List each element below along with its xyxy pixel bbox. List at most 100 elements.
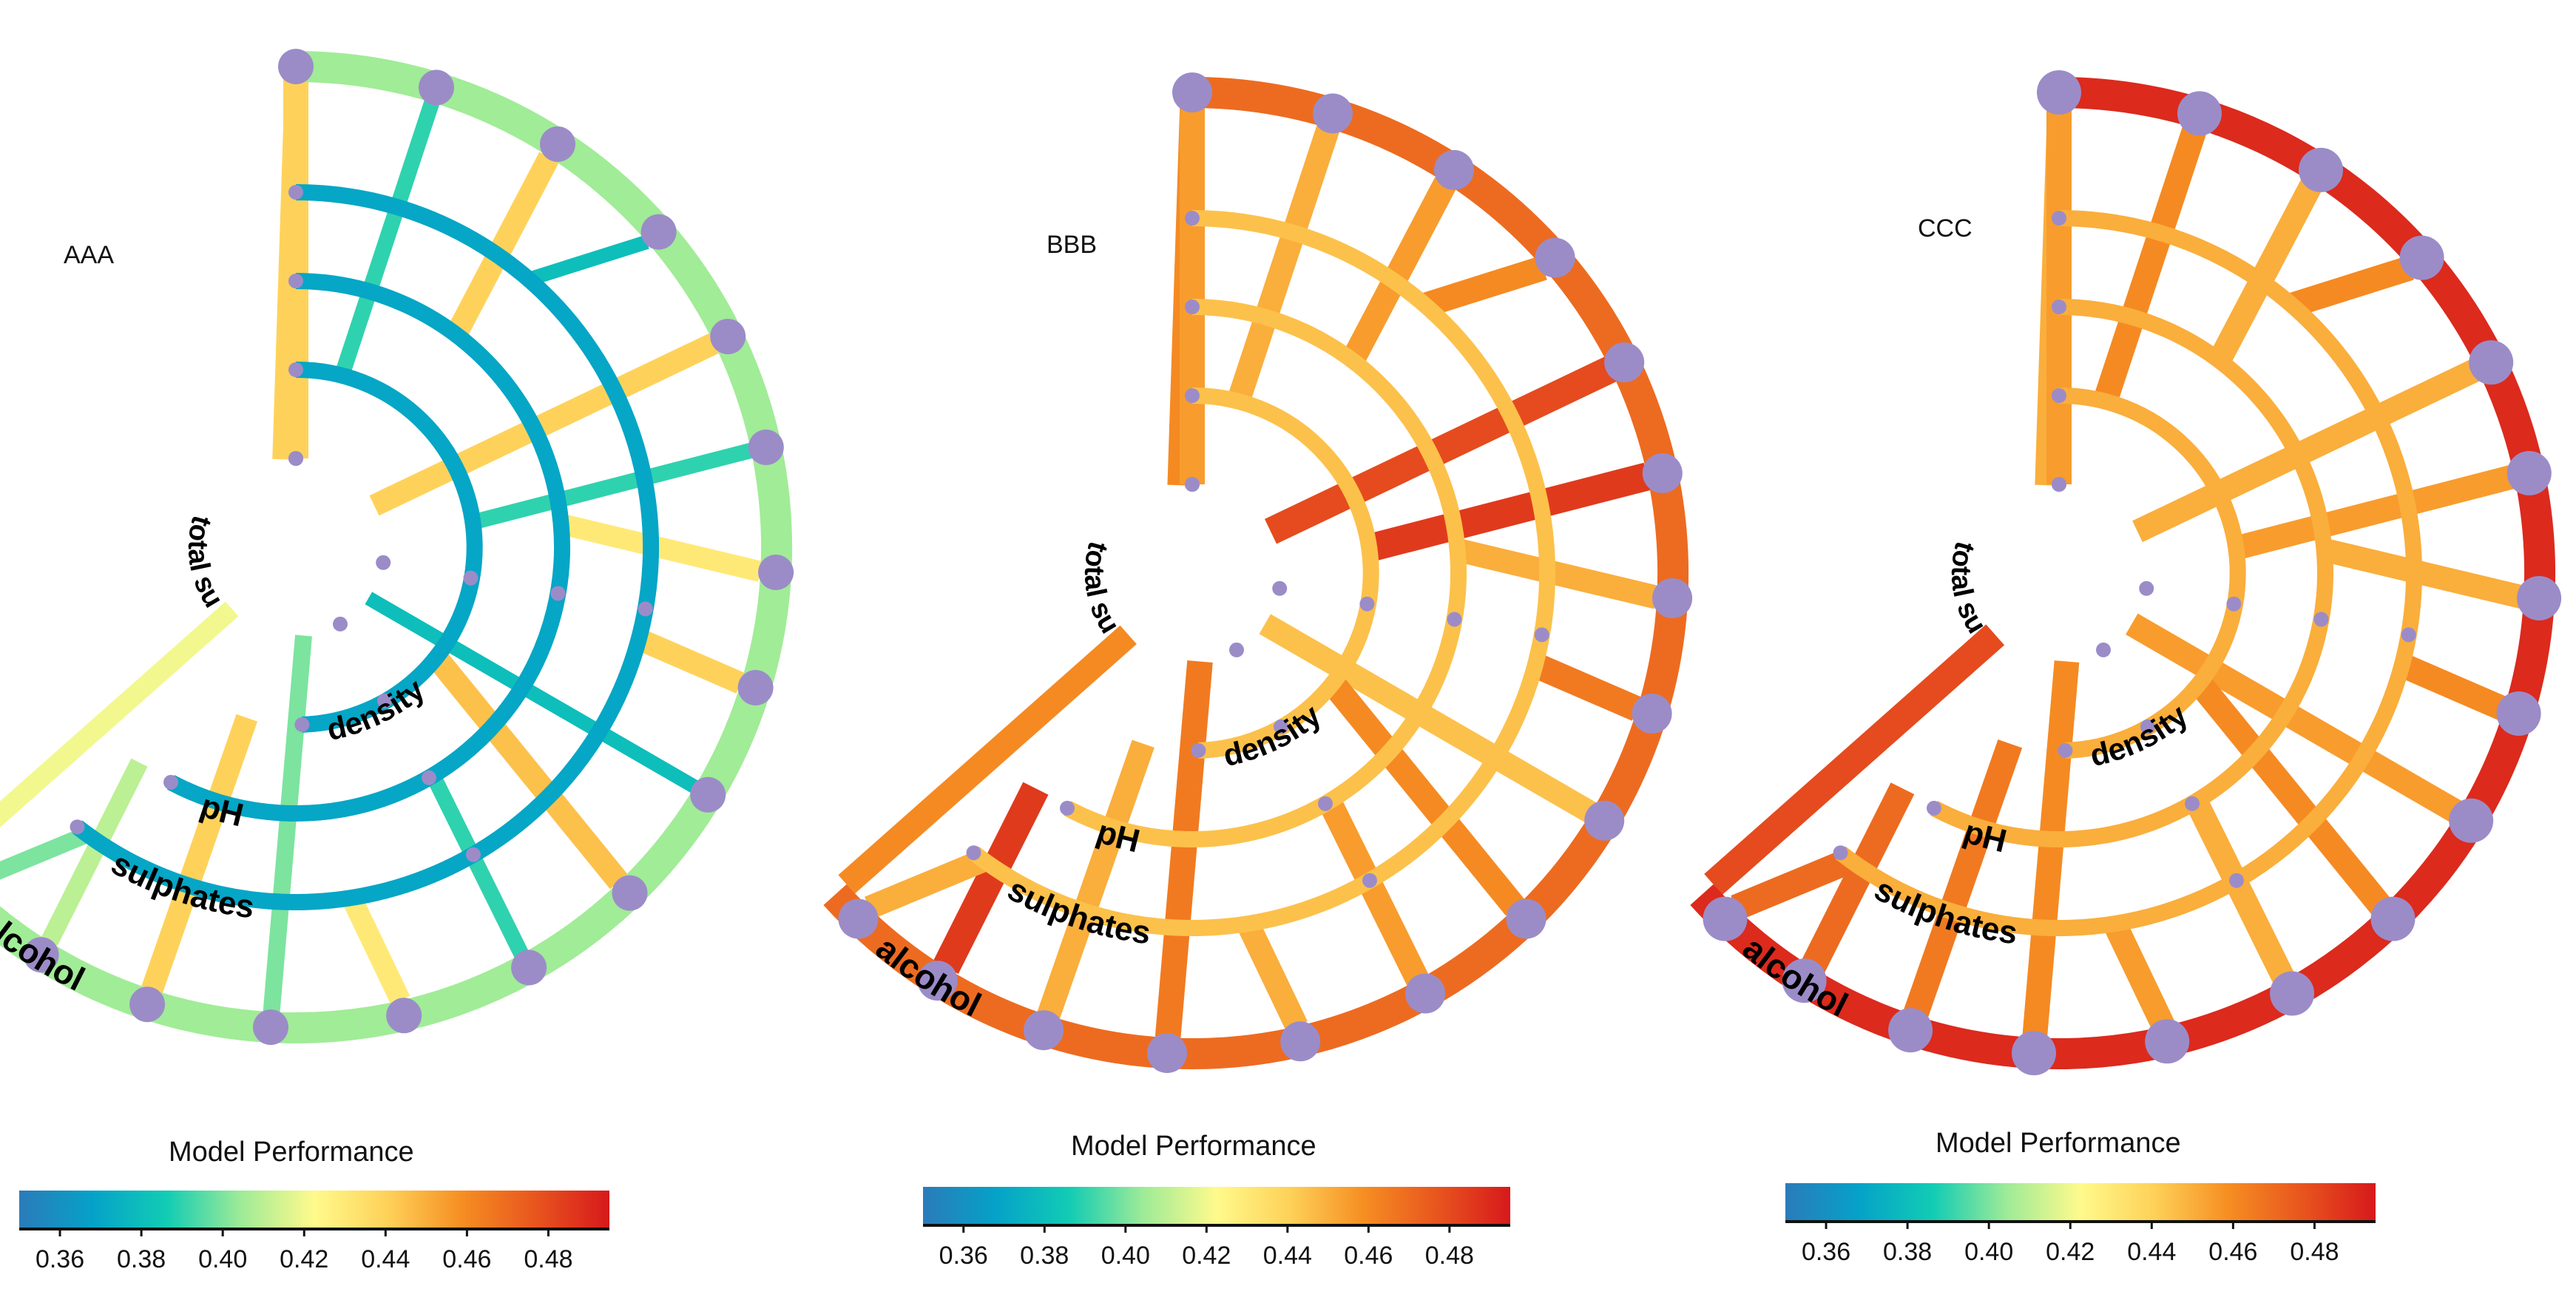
spoke-link [446, 152, 559, 340]
outer-node [1506, 898, 1546, 939]
ring-label-alcohol: alcohol [0, 903, 91, 998]
spoke-link [365, 592, 699, 793]
inner-node [1272, 580, 1288, 596]
spoke-link [427, 649, 628, 890]
outer-node [612, 875, 648, 911]
outer-node [737, 670, 774, 705]
inner-node [2052, 477, 2066, 492]
spoke-link [334, 100, 439, 379]
spoke-link [838, 625, 1137, 894]
inner-node [1447, 612, 1462, 627]
spoke-link [1454, 538, 1660, 609]
colorbar-tick-label: 0.44 [2127, 1238, 2176, 1266]
spoke-link [526, 235, 649, 286]
spoke-link [933, 782, 1049, 974]
inner-node [288, 451, 303, 466]
spoke-link [1800, 782, 1915, 974]
spoke-link [1264, 356, 1617, 544]
inner-node [288, 274, 303, 288]
spoke-link [1322, 674, 1525, 916]
colorbar-gradient [19, 1191, 609, 1229]
spoke-link [2231, 464, 2518, 561]
ring-3 [166, 273, 570, 822]
outer-node [23, 937, 59, 973]
colorbar-tick-label: 0.44 [1263, 1242, 1312, 1270]
colorbar-tick-label: 0.48 [2290, 1238, 2339, 1266]
spoke-link [425, 771, 529, 958]
outer-node [2012, 1031, 2056, 1076]
spokes [0, 67, 763, 1013]
nodes [838, 72, 1693, 1074]
outer-node [2449, 798, 2494, 843]
ring-label-density: density [324, 671, 431, 747]
outer-node [278, 49, 314, 84]
inner-node [163, 774, 178, 790]
inner-node [333, 616, 348, 632]
spoke-link [470, 442, 753, 530]
spoke-link [2132, 358, 2483, 543]
outer-node [1604, 342, 1645, 383]
inner-node [638, 601, 653, 617]
outer-node [1405, 973, 1446, 1014]
outer-node [253, 1009, 288, 1046]
inner-node [1359, 596, 1375, 612]
inner-node [2226, 596, 2242, 612]
outer-node [2517, 576, 2562, 620]
colorbar-tick-label: 0.38 [1883, 1238, 1932, 1266]
inner-node [966, 845, 981, 861]
inner-node [1185, 388, 1200, 403]
spoke-link [2126, 613, 2464, 824]
outer-node [1172, 72, 1212, 112]
inner-node [1185, 477, 1200, 492]
spoke-link [2022, 660, 2080, 1039]
spoke-link [2189, 674, 2392, 916]
outer-node [1434, 149, 1474, 190]
inner-node [1191, 742, 1206, 758]
outer-node [917, 961, 958, 1001]
colorbar-tick-label: 0.46 [1344, 1242, 1393, 1270]
outer-node [1642, 453, 1683, 493]
inner-node [2185, 796, 2200, 811]
panel-1: total sudensitypHsulphatesalcoholAAA [0, 49, 794, 1046]
spoke-link [1364, 462, 1652, 563]
spoke-link [1421, 256, 1547, 317]
spoke-link [0, 601, 239, 827]
ring-4 [968, 210, 1556, 936]
outer-node [511, 949, 547, 986]
colorbar-tick-label: 0.40 [1964, 1238, 2013, 1266]
spoke-link [369, 333, 719, 516]
spoke-link [263, 634, 312, 1013]
colorbar-title: Model Performance [169, 1137, 414, 1168]
colorbar-tick-label: 0.44 [361, 1245, 410, 1273]
nodes [23, 49, 794, 1046]
inner-node [1274, 719, 1288, 734]
inner-node [2052, 388, 2066, 403]
outer-node [1703, 896, 1748, 941]
inner-node [288, 185, 303, 200]
panel-label: BBB [1047, 231, 1097, 259]
ring-label-density: density [2087, 697, 2194, 773]
outer-node [2506, 450, 2552, 495]
spoke-link [2093, 124, 2207, 406]
outer-node [2469, 340, 2514, 385]
spoke-link [1903, 739, 2023, 1020]
inner-node [2401, 627, 2416, 643]
ring-5 [1690, 77, 2556, 1069]
outer-node [1782, 958, 1827, 1003]
inner-node [377, 693, 392, 708]
ring-label-total-su: total su [182, 512, 229, 613]
inner-node [1060, 800, 1075, 816]
inner-node [2229, 873, 2244, 888]
outer-node [758, 555, 794, 590]
colorbar-title: Model Performance [1936, 1128, 2181, 1159]
outer-node [1652, 578, 1693, 618]
inner-node [2313, 612, 2329, 627]
inner-node [1534, 627, 1549, 643]
spoke-link [1226, 124, 1340, 406]
colorbar-tick-label: 0.42 [2046, 1238, 2095, 1266]
outer-node [2496, 691, 2541, 736]
outer-node [2270, 971, 2315, 1016]
ring-5 [823, 77, 1689, 1069]
colorbar-gradient [923, 1187, 1510, 1225]
